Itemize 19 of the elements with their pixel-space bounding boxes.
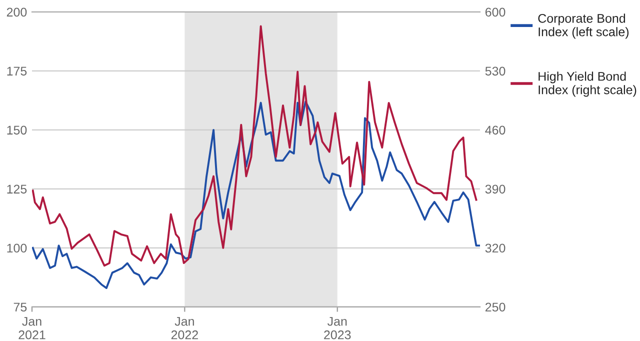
y-tick-label: 100 [7,244,27,253]
y2-tick-label: 320 [485,244,506,253]
y2-tick-label: 460 [485,126,506,135]
line-series [32,100,480,289]
y2-tick-label: 600 [485,8,506,17]
legend-label: High Yield Bond Index (right scale) [538,72,636,97]
x-tick-label: Jan 2023 [324,317,351,340]
legend-label: Corporate Bond Index (left scale) [538,14,629,39]
y-tick-label: 75 [14,302,27,312]
y-tick-label: 175 [7,66,27,76]
y2-tick-label: 390 [485,184,506,194]
line-series [32,25,478,267]
x-tick-label: Jan 2021 [18,317,46,340]
y2-tick-label: 250 [485,302,506,312]
y2-tick-label: 530 [485,66,506,76]
x-tick-label: Jan 2022 [171,317,198,340]
y-tick-label: 125 [7,184,27,194]
y-tick-label: 150 [7,126,27,135]
y-tick-label: 200 [6,8,27,17]
